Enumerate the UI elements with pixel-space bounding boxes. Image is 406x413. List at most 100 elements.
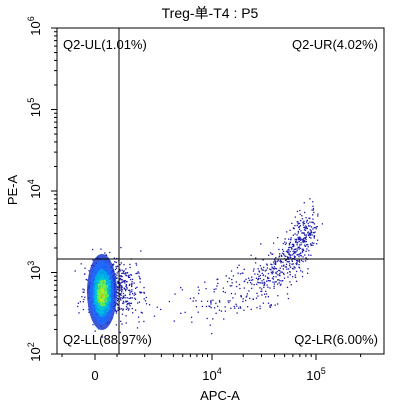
- event-point: [305, 227, 307, 229]
- event-point: [129, 302, 131, 304]
- event-point: [298, 228, 301, 230]
- event-point: [121, 313, 124, 315]
- event-point: [131, 281, 133, 283]
- event-point: [298, 238, 300, 241]
- event-point: [283, 264, 285, 266]
- event-point: [100, 269, 102, 271]
- event-point: [97, 303, 100, 305]
- event-point: [94, 298, 97, 301]
- event-point: [294, 240, 297, 242]
- event-point: [122, 309, 124, 311]
- event-point: [93, 309, 96, 311]
- event-point: [124, 290, 127, 292]
- event-point: [95, 286, 97, 288]
- event-point: [270, 304, 272, 307]
- event-point: [210, 300, 212, 302]
- event-point: [260, 282, 262, 284]
- event-point: [98, 259, 100, 261]
- event-point: [148, 304, 151, 306]
- event-point: [200, 300, 203, 302]
- event-point: [100, 302, 103, 305]
- event-point: [174, 293, 176, 295]
- event-point: [98, 282, 100, 284]
- event-point: [98, 270, 101, 272]
- event-point: [131, 307, 133, 310]
- event-point: [281, 271, 283, 273]
- event-point: [297, 230, 299, 233]
- event-point: [224, 291, 226, 294]
- event-point: [108, 298, 111, 300]
- y-axis: 102 103 104 105 106: [26, 16, 57, 362]
- event-point: [129, 297, 132, 299]
- event-point: [97, 296, 99, 298]
- event-point: [255, 257, 257, 259]
- event-point: [103, 286, 106, 289]
- event-point: [104, 279, 106, 282]
- event-point: [126, 300, 129, 302]
- event-point: [311, 209, 313, 211]
- event-point: [303, 226, 305, 229]
- event-point: [310, 244, 312, 246]
- event-point: [286, 286, 289, 289]
- event-point: [99, 303, 102, 306]
- event-point: [218, 300, 221, 302]
- event-point: [153, 315, 156, 317]
- event-point: [109, 309, 111, 312]
- event-point: [213, 291, 215, 293]
- event-point: [102, 296, 104, 298]
- event-point: [290, 257, 292, 259]
- event-point: [145, 296, 148, 299]
- event-point: [265, 296, 267, 298]
- event-point: [298, 256, 300, 258]
- event-point: [272, 242, 275, 244]
- event-point: [116, 303, 118, 305]
- event-point: [107, 294, 109, 296]
- event-point: [98, 291, 100, 294]
- event-point: [279, 272, 281, 275]
- event-point: [300, 238, 302, 240]
- event-point: [82, 291, 84, 293]
- event-point: [125, 300, 127, 302]
- event-point: [269, 268, 271, 270]
- event-point: [120, 275, 122, 277]
- event-point: [292, 245, 294, 247]
- event-point: [116, 298, 119, 300]
- event-point: [119, 289, 121, 291]
- event-point: [93, 281, 96, 283]
- event-point: [100, 310, 102, 313]
- event-point: [104, 272, 106, 274]
- event-point: [128, 308, 130, 310]
- event-point: [210, 307, 212, 309]
- event-point: [296, 221, 298, 223]
- event-point: [284, 255, 286, 257]
- event-point: [267, 302, 270, 304]
- event-point: [281, 248, 284, 251]
- event-point: [106, 282, 108, 284]
- event-point: [300, 242, 302, 244]
- event-point: [229, 300, 231, 302]
- event-point: [105, 293, 108, 295]
- event-point: [117, 280, 119, 283]
- event-point: [289, 274, 291, 276]
- event-point: [97, 275, 100, 277]
- event-point: [240, 294, 242, 297]
- event-point: [109, 299, 111, 302]
- event-point: [271, 277, 274, 279]
- event-point: [260, 290, 262, 293]
- event-point: [305, 221, 308, 223]
- event-point: [226, 280, 229, 283]
- event-point: [253, 268, 255, 270]
- event-point: [143, 298, 145, 300]
- event-point: [121, 285, 123, 287]
- event-point: [91, 300, 93, 303]
- event-point: [291, 259, 293, 261]
- event-point: [303, 229, 306, 231]
- event-point: [311, 234, 313, 236]
- event-point: [301, 271, 304, 273]
- event-point: [114, 261, 116, 263]
- event-point: [282, 265, 285, 267]
- event-point: [232, 297, 234, 299]
- event-point: [124, 273, 126, 275]
- event-point: [239, 306, 241, 308]
- event-point: [96, 279, 98, 282]
